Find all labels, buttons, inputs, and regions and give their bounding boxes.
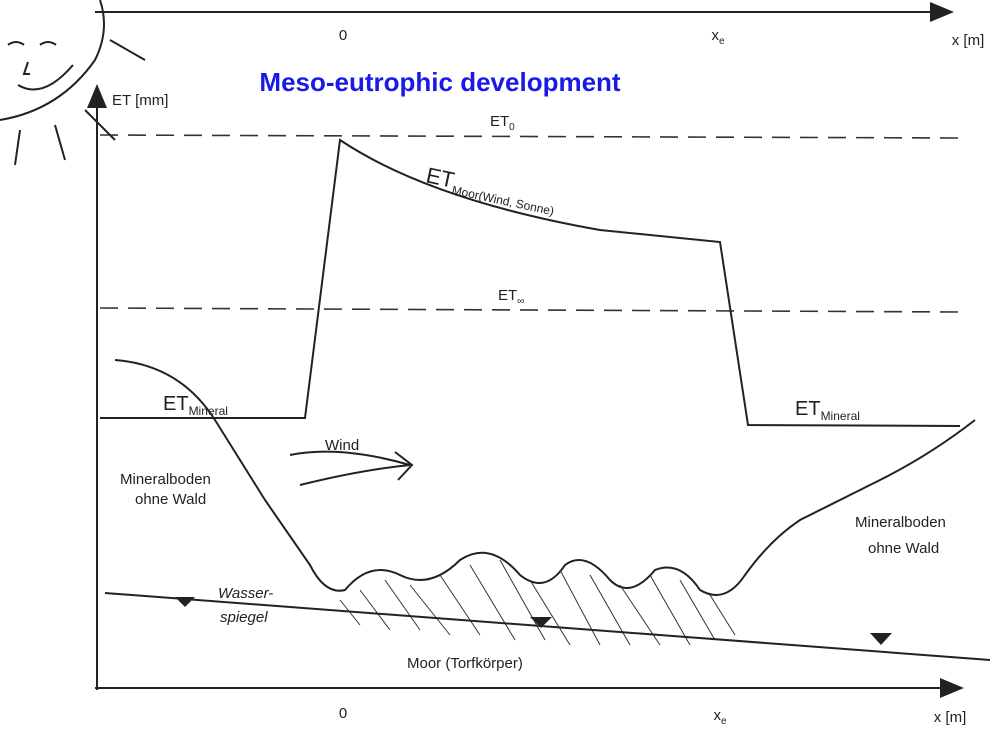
axis-label: xe <box>711 27 725 47</box>
etinf-line <box>100 308 960 312</box>
water-symbol <box>175 597 892 645</box>
axis-label: x [m] <box>952 32 985 49</box>
axis-label: 0 <box>339 705 347 722</box>
axis-label: ET [mm] <box>112 92 168 109</box>
et-curve <box>100 140 960 426</box>
axis-label: 0 <box>339 27 347 44</box>
axis-label: xe <box>713 707 727 727</box>
curve-label: ET0 <box>490 113 515 133</box>
ground-label: Mineralboden <box>120 471 211 488</box>
moor-label: Moor (Torfkörper) <box>407 655 523 672</box>
wind-arrow <box>290 452 412 485</box>
diagram: 0 xe x [m] Meso-eutrophic development ET… <box>0 0 1008 735</box>
curve-label: ETMoor(Wind, Sonne) <box>423 162 558 218</box>
water-label: spiegel <box>220 609 268 626</box>
water-label: Wasser- <box>218 585 273 602</box>
et0-line <box>100 135 960 138</box>
ground-label: ohne Wald <box>868 540 939 557</box>
sun <box>0 0 145 165</box>
ground-label: ohne Wald <box>135 491 206 508</box>
ground-label: Mineralboden <box>855 514 946 531</box>
curve-label: ETMineral <box>795 398 860 423</box>
title: Meso-eutrophic development <box>259 67 620 97</box>
axis-label: x [m] <box>934 709 967 726</box>
ground-line <box>115 360 975 595</box>
water-line <box>105 593 990 660</box>
peat-hatch <box>340 560 735 645</box>
curve-label: ET∞ <box>498 287 524 307</box>
